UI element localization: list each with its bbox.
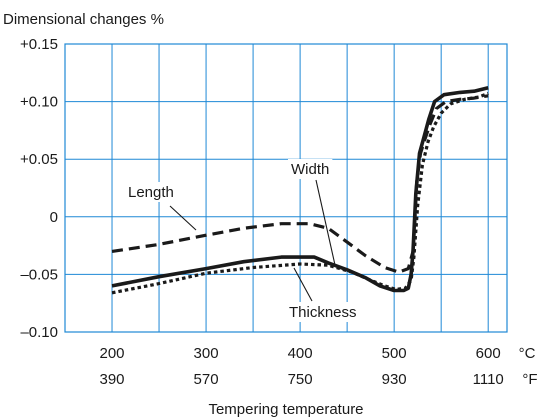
x-tick-label-celsius: 200	[100, 345, 125, 362]
y-tick-label: –0.10	[20, 324, 58, 341]
x-tick-label-fahrenheit: 390	[100, 371, 125, 388]
x-tick-label-fahrenheit: 1110	[473, 371, 504, 388]
x-tick-label-fahrenheit: 570	[194, 371, 219, 388]
x-tick-label-fahrenheit: 930	[382, 371, 407, 388]
y-tick-label: +0.15	[20, 36, 58, 53]
y-tick-label: +0.05	[20, 151, 58, 168]
x-unit-celsius: °C	[519, 345, 536, 362]
grid	[65, 43, 507, 333]
x-tick-label-celsius: 300	[194, 345, 219, 362]
x-tick-label-celsius: 600	[476, 345, 501, 362]
series-line-length	[111, 94, 489, 274]
x-tick-label-celsius: 500	[382, 345, 407, 362]
series-lines	[111, 86, 489, 295]
x-unit-fahrenheit: °F	[522, 371, 537, 388]
y-tick-label: +0.10	[20, 94, 58, 111]
annotation-width: Width	[291, 161, 329, 178]
annotation-background	[125, 182, 177, 202]
annotation-background	[288, 159, 333, 179]
plot-frame	[64, 43, 508, 333]
annotation-background	[286, 302, 360, 322]
x-tick-label-celsius: 400	[288, 345, 313, 362]
y-axis-title: Dimensional changes %	[3, 11, 164, 28]
y-tick-label: 0	[50, 209, 58, 226]
x-axis-title: Tempering temperature	[208, 401, 363, 418]
y-tick-label: –0.05	[20, 266, 58, 283]
annotation-leader-length	[169, 205, 197, 231]
series-line-thickness	[111, 92, 489, 295]
annotation-length: Length	[128, 184, 174, 201]
y-tick-labels: +0.15 +0.10 +0.05 0 –0.05 –0.10	[20, 36, 58, 341]
series-annotations: Length Width Thickness	[125, 159, 360, 322]
annotation-thickness: Thickness	[289, 304, 357, 321]
x-tick-label-fahrenheit: 750	[288, 371, 313, 388]
x-tick-labels: 200 390 300 570 400 750 500 930 600 1110	[100, 345, 504, 388]
annotation-leader-width	[315, 179, 336, 266]
annotation-leader-thickness	[293, 267, 313, 302]
